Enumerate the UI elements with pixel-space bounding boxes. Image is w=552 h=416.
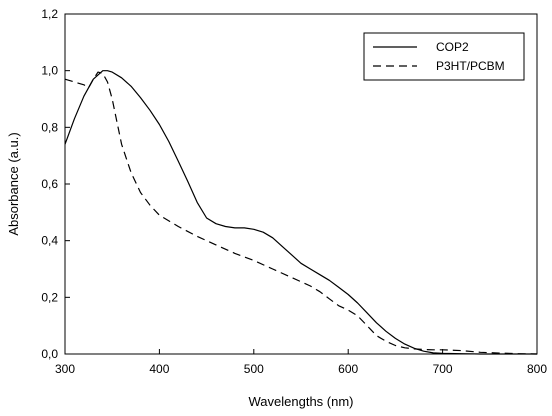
legend-label-p3ht-pcbm: P3HT/PCBM (436, 59, 505, 73)
x-tick-label: 500 (244, 362, 264, 376)
y-tick-label: 0,8 (41, 120, 58, 134)
y-axis-title: Absorbance (a.u.) (6, 132, 21, 235)
x-tick-label: 400 (149, 362, 169, 376)
y-tick-label: 0,0 (41, 347, 58, 361)
x-tick-label: 800 (527, 362, 547, 376)
legend: COP2 P3HT/PCBM (363, 32, 525, 81)
y-tick-label: 0,2 (41, 290, 58, 304)
x-axis-ticks: 300 400 500 600 700 800 (55, 349, 547, 376)
x-axis-title: Wavelengths (nm) (249, 394, 354, 409)
y-tick-label: 1,2 (41, 7, 58, 21)
y-tick-label: 1,0 (41, 64, 58, 78)
x-tick-label: 300 (55, 362, 75, 376)
legend-label-cop2: COP2 (436, 40, 469, 54)
legend-box (363, 32, 525, 81)
y-tick-label: 0,6 (41, 177, 58, 191)
series-line-p3ht-pcbm (64, 71, 538, 355)
y-tick-label: 0,4 (41, 234, 58, 248)
y-axis-ticks: 0,0 0,2 0,4 0,6 0,8 1,0 1,2 (41, 7, 70, 361)
series-layer (64, 70, 538, 355)
x-tick-label: 600 (338, 362, 358, 376)
x-tick-label: 700 (433, 362, 453, 376)
